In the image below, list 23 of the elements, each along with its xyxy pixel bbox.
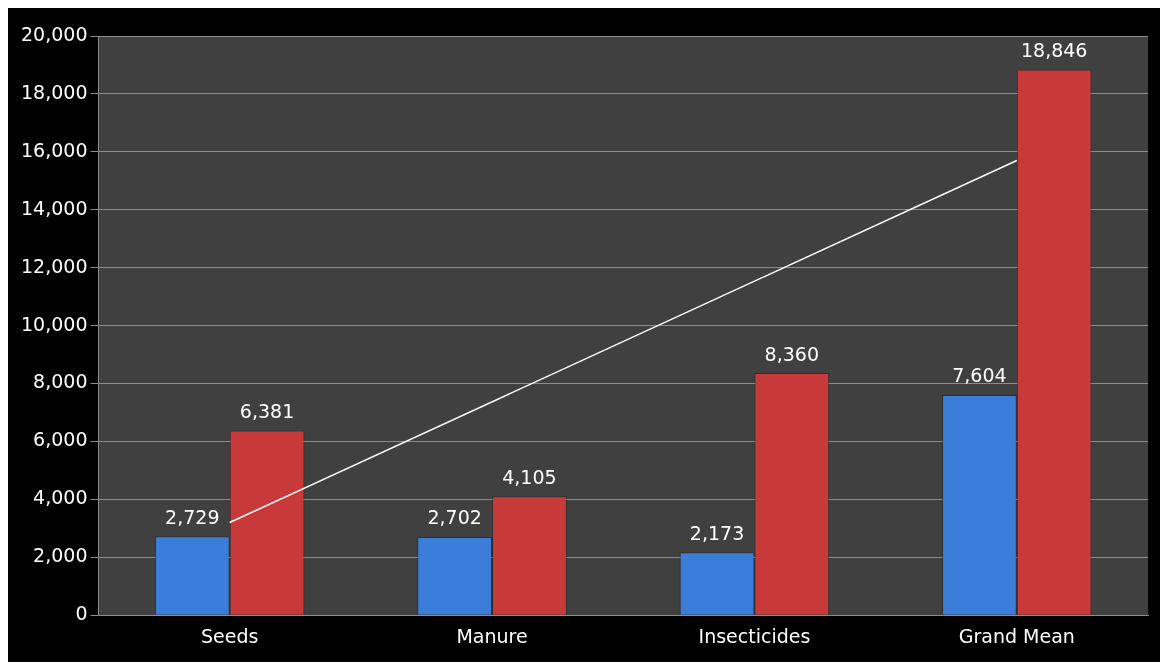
y-tick-label: 2,000 [33, 544, 88, 567]
y-tick-label: 12,000 [21, 254, 88, 277]
y-tick-label: 6,000 [33, 428, 88, 451]
data-label: 4,105 [502, 465, 557, 488]
y-tick-label: 14,000 [21, 196, 88, 219]
x-tick-label: Manure [456, 624, 528, 647]
y-tick-label: 18,000 [21, 80, 88, 103]
y-tick-label: 0 [75, 602, 88, 625]
y-tick-label: 10,000 [21, 312, 88, 335]
data-label: 2,173 [689, 521, 745, 544]
y-tick-label: 4,000 [33, 486, 88, 509]
data-label: 2,702 [427, 506, 482, 529]
y-tick-label: 16,000 [21, 138, 88, 161]
data-label: 2,729 [165, 505, 220, 528]
y-tick-label: 20,000 [21, 22, 88, 45]
data-label: 8,360 [764, 342, 820, 365]
data-label: 6,381 [239, 399, 295, 422]
data-label: 7,604 [952, 364, 1007, 387]
x-tick-label: Seeds [200, 624, 259, 647]
x-tick-label: Grand Mean [958, 624, 1075, 647]
y-tick-label: 8,000 [33, 370, 88, 393]
x-tick-label: Insecticides [698, 624, 811, 647]
data-label: 18,846 [1020, 38, 1088, 61]
